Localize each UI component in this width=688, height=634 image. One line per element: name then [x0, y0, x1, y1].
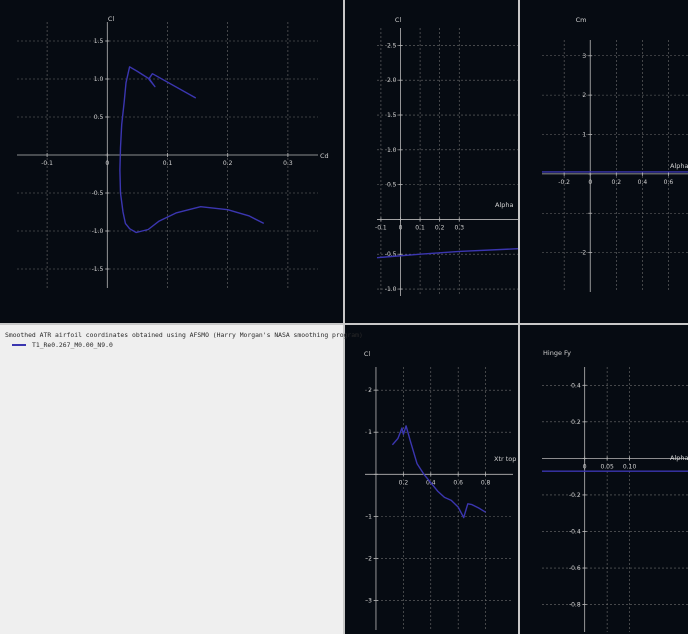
legend-title: Smoothed ATR airfoil coordinates obtaine… — [5, 331, 363, 339]
x-tick-label: 0.1 — [415, 224, 425, 231]
y-tick-label: -2 — [366, 555, 372, 562]
legend-label: T1_Re0.267_M0.00_N9.0 — [32, 341, 113, 349]
x-tick-label: 0.6 — [664, 179, 674, 186]
chart-svg-cl-alpha: -0.1 0 0.1 0.2 0.3 -1.0 -0.5 0.5 1.0 1.5 2.0 2.5 Cl A… — [375, 16, 518, 296]
y-tick-label: -0.4 — [569, 528, 581, 535]
y-tick-label: -0.5 — [385, 251, 397, 258]
y-tick-label: 1.0 — [387, 147, 397, 154]
legend-entry: T1_Re0.267_M0.00_N9.0 — [12, 340, 113, 350]
x-tick-label: 0.6 — [453, 479, 463, 486]
chart-cl-cd: -0.1 0 0.1 0.2 0.3 -1.5 -1.0 -0.5 0.5 1.0 1.5 Cl Cd — [0, 0, 343, 323]
y-tick-label: 1 — [582, 132, 586, 139]
y-tick-label: -0.8 — [569, 602, 581, 609]
x-tick-label: -0.2 — [558, 179, 570, 186]
y-tick-label: 2.5 — [387, 42, 397, 49]
x-tick-label: 0.8 — [481, 479, 491, 486]
y-axis-title: Cm — [576, 16, 587, 24]
x-tick-label: 0.2 — [399, 479, 409, 486]
chart-svg-cl-cd: -0.1 0 0.1 0.2 0.3 -1.5 -1.0 -0.5 0.5 1.0 1.5 Cl Cd — [17, 15, 329, 288]
x-tick-label: 0.05 — [600, 463, 614, 470]
chart-cl-xtrtop: 0.2 0.4 0.6 0.8 -3 -2 -1 1 2 Cl Xtr top — [345, 325, 518, 634]
chart-cl-alpha: -0.1 0 0.1 0.2 0.3 -1.0 -0.5 0.5 1.0 1.5 2.0 2.5 Cl A… — [345, 0, 518, 323]
y-tick-label: -0.5 — [92, 190, 104, 197]
x-tick-label: -0.1 — [41, 160, 53, 167]
x-axis-title: Cd — [320, 152, 329, 160]
y-tick-label: -1.5 — [92, 266, 104, 273]
y-axis-title: Cl — [108, 15, 115, 23]
series-line — [391, 425, 486, 519]
x-tick-label: -0.1 — [375, 224, 387, 231]
y-tick-label: 3 — [582, 53, 586, 60]
y-axis-title: Hinge Fy — [543, 349, 571, 357]
x-tick-label: 0.2 — [435, 224, 445, 231]
y-tick-label: -1.0 — [385, 286, 397, 293]
chart-cm-alpha: -0.2 0 0.2 0.4 0.6 -2 1 2 3 Cm Alpha — [520, 0, 688, 323]
x-tick-label: 0 — [105, 160, 109, 167]
x-tick-label: 0 — [583, 463, 587, 470]
x-tick-label: 0.4 — [638, 179, 648, 186]
x-axis-title: Alpha — [495, 201, 513, 209]
y-tick-label: -3 — [366, 598, 372, 605]
x-tick-label: 0.3 — [454, 224, 464, 231]
y-axis-title: Cl — [364, 350, 371, 358]
y-tick-label: 2 — [368, 387, 372, 394]
y-tick-label: 1.0 — [94, 76, 104, 83]
x-tick-label: 0.2 — [612, 179, 622, 186]
y-tick-label: 1.5 — [94, 38, 104, 45]
y-tick-label: 0.4 — [571, 382, 581, 389]
x-tick-label: 0.1 — [163, 160, 173, 167]
y-tick-label: 2.0 — [387, 77, 397, 84]
y-tick-label: 0.5 — [387, 182, 397, 189]
y-tick-label: -0.6 — [569, 565, 581, 572]
y-tick-label: 1 — [368, 429, 372, 436]
y-tick-label: 1.5 — [387, 112, 397, 119]
x-tick-label: 0.2 — [223, 160, 233, 167]
x-tick-label: 0 — [399, 224, 403, 231]
chart-svg-hingefy-alpha: 0 0.05 0.10 -0.8 -0.6 -0.4 -0.2 0.2 0.4 Hinge Fy A… — [542, 349, 688, 632]
x-axis-title: Alpha — [670, 162, 688, 170]
x-axis-title: Alpha — [670, 454, 688, 462]
chart-svg-cm-alpha: -0.2 0 0.2 0.4 0.6 -2 1 2 3 Cm Alpha — [542, 16, 688, 292]
y-tick-label: 2 — [582, 92, 586, 99]
chart-hingefy-alpha: 0 0.05 0.10 -0.8 -0.6 -0.4 -0.2 0.2 0.4 Hinge Fy A… — [520, 325, 688, 634]
y-tick-label: -1.0 — [92, 228, 104, 235]
y-tick-label: -0.2 — [569, 492, 581, 499]
legend-panel: Smoothed ATR airfoil coordinates obtaine… — [0, 325, 363, 634]
y-tick-label: -2 — [580, 250, 586, 257]
x-axis-title: Xtr top — [494, 455, 516, 463]
series-line — [119, 66, 265, 234]
x-tick-label: 0.3 — [283, 160, 293, 167]
x-tick-label: 0 — [588, 179, 592, 186]
y-axis-title: Cl — [395, 16, 402, 24]
legend-swatch — [12, 344, 26, 346]
y-tick-label: 0.5 — [94, 114, 104, 121]
series-line — [376, 248, 518, 259]
y-tick-label: 0.2 — [571, 419, 581, 426]
y-tick-label: -1 — [366, 513, 372, 520]
x-tick-label: 0.10 — [623, 463, 637, 470]
